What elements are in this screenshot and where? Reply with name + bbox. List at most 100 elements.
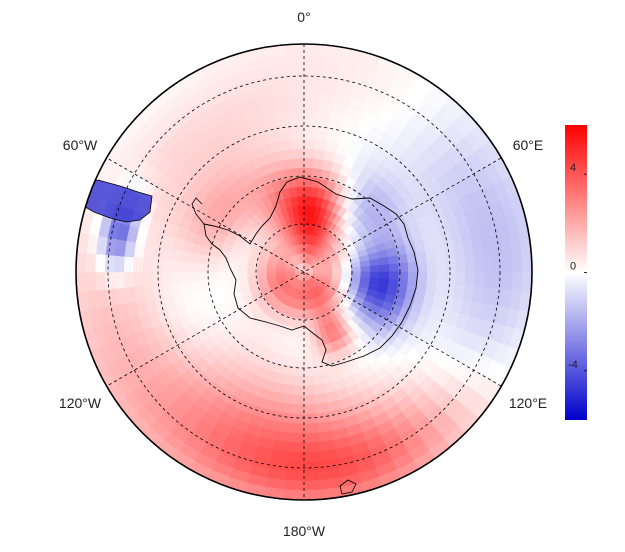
anomaly-cell <box>286 460 305 472</box>
anomaly-cell <box>296 347 305 358</box>
anomaly-cell <box>287 442 305 453</box>
anomaly-cell <box>436 259 447 273</box>
anomaly-cell <box>417 260 428 273</box>
colorbar: 4 0 -4 <box>565 125 587 420</box>
lon-label-120w: 120°W <box>59 395 102 411</box>
anomaly-cell <box>285 470 305 482</box>
anomaly-cell <box>464 256 476 273</box>
anomaly-cell <box>292 148 305 159</box>
anomaly-cell <box>309 337 318 349</box>
anomaly-cell <box>303 129 317 140</box>
anomaly-cell <box>237 271 248 279</box>
anomaly-cell <box>314 393 328 405</box>
anomaly-cell <box>199 279 211 291</box>
anomaly-cell <box>299 224 305 235</box>
anomaly-cell <box>132 256 144 273</box>
anomaly-cell <box>123 271 134 289</box>
anomaly-cell <box>492 254 504 273</box>
anomaly-cell <box>369 258 381 267</box>
anomaly-cell <box>287 451 305 463</box>
anomaly-cell <box>511 271 523 292</box>
anomaly-cell <box>378 256 390 266</box>
coastline-south-america <box>76 179 153 223</box>
anomaly-cell <box>387 255 399 265</box>
anomaly-cell <box>303 138 316 150</box>
anomaly-cell <box>292 138 305 150</box>
anomaly-cell <box>113 255 125 273</box>
anomaly-cell <box>292 385 305 396</box>
anomaly-cell <box>303 62 323 74</box>
anomaly-cell <box>425 248 437 262</box>
lon-label-0: 0° <box>297 9 310 25</box>
anomaly-cell <box>180 271 191 284</box>
anomaly-cell <box>296 186 305 197</box>
anomaly-cell <box>303 432 320 444</box>
anomaly-cell <box>104 254 116 273</box>
anomaly-cell <box>303 385 316 396</box>
anomaly-cell <box>303 91 321 102</box>
anomaly-cell <box>284 53 305 65</box>
anomaly-cell <box>180 250 193 263</box>
anomaly-cell <box>303 157 315 169</box>
lon-label-120e: 120°E <box>509 395 547 411</box>
anomaly-cell <box>303 148 316 159</box>
anomaly-cell <box>189 261 201 273</box>
anomaly-cell <box>492 271 504 290</box>
anomaly-cell <box>303 300 308 311</box>
anomaly-cell <box>246 271 257 278</box>
anomaly-cell <box>208 263 220 273</box>
anomaly-cell <box>208 271 220 281</box>
meridian-60e-120w <box>106 157 502 387</box>
anomaly-cell <box>298 214 305 225</box>
anomaly-cell <box>313 383 326 396</box>
anomaly-cell <box>288 432 305 444</box>
anomaly-cell <box>474 255 485 273</box>
anomaly-cell <box>283 158 296 170</box>
anomaly-cell <box>171 282 183 296</box>
anomaly-cell <box>218 264 229 273</box>
colorbar-tick-label: 0 <box>570 261 576 273</box>
anomaly-cell <box>341 267 352 273</box>
anomaly-cell <box>94 271 106 291</box>
anomaly-cell <box>227 277 239 286</box>
anomaly-cell <box>303 337 311 349</box>
anomaly-cells <box>76 44 532 500</box>
anomaly-cell <box>142 257 153 273</box>
coastline-new-zealand <box>339 479 357 495</box>
anomaly-cell <box>290 413 305 425</box>
anomaly-cell <box>290 119 305 131</box>
anomaly-cell <box>286 72 305 84</box>
anomaly-cell <box>290 195 299 207</box>
lon-label-180w: 180°W <box>283 523 326 539</box>
anomaly-cell <box>303 470 323 482</box>
anomaly-cell <box>292 394 305 406</box>
map-boundary <box>75 43 533 501</box>
anomaly-cell <box>170 271 182 284</box>
anomaly-cell <box>417 271 428 284</box>
anomaly-cell <box>85 271 97 292</box>
anomaly-cell <box>332 268 343 273</box>
anomaly-cell <box>280 393 294 405</box>
anomaly-cell <box>369 265 381 273</box>
anomaly-cell <box>256 271 267 277</box>
anomaly-cell <box>151 258 163 273</box>
anomaly-cell <box>293 157 305 169</box>
anomaly-cell <box>209 279 221 289</box>
anomaly-cell <box>297 205 305 216</box>
anomaly-cell <box>76 251 87 273</box>
anomaly-cell <box>291 129 305 140</box>
anomaly-cell <box>502 271 514 291</box>
anomaly-cell <box>388 271 400 281</box>
anomaly-cell <box>283 489 305 500</box>
anomaly-cell <box>313 148 326 161</box>
anomaly-cell <box>303 394 316 406</box>
anomaly-cell <box>76 271 87 293</box>
anomaly-cell <box>303 489 325 500</box>
anomaly-cell <box>289 423 305 434</box>
anomaly-cell <box>351 266 362 273</box>
anomaly-cell <box>311 355 321 367</box>
anomaly-cell <box>303 81 321 93</box>
anomaly-cell <box>455 271 466 287</box>
anomaly-cell <box>288 100 305 112</box>
anomaly-cell <box>425 282 437 296</box>
